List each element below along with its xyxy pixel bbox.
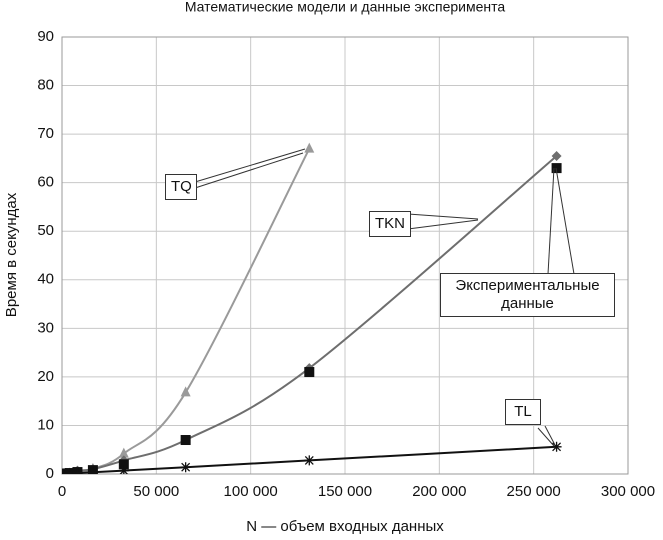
leader-line <box>194 152 304 189</box>
series <box>62 142 562 474</box>
marker <box>118 459 129 470</box>
leader-line <box>407 213 479 220</box>
x-tick-label: 100 000 <box>224 483 278 500</box>
x-tick-label: 150 000 <box>318 483 372 500</box>
x-tick-label: 200 000 <box>412 483 466 500</box>
leader-line <box>537 427 555 447</box>
leader-line <box>544 425 556 446</box>
x-tick-label: 300 000 <box>601 483 655 500</box>
marker <box>72 468 83 474</box>
y-axis-label: Время в секундах <box>3 192 20 317</box>
marker <box>304 455 315 466</box>
marker <box>180 435 191 446</box>
marker <box>551 163 562 174</box>
y-tick-label: 50 <box>37 222 54 239</box>
y-tick-label: 30 <box>37 319 54 336</box>
annotation: TL <box>505 399 541 425</box>
x-tick-label: 0 <box>58 483 66 500</box>
y-tick-label: 10 <box>37 416 54 433</box>
marker <box>551 150 562 161</box>
marker <box>180 386 191 397</box>
leader-line <box>547 167 555 275</box>
marker <box>64 468 75 474</box>
annotation: TQ <box>165 174 197 200</box>
annotation: Экспериментальные данные <box>440 273 615 317</box>
y-tick-label: 40 <box>37 271 54 288</box>
x-axis-label: N — объем входных данных <box>246 518 444 535</box>
marker <box>118 447 129 458</box>
y-tick-label: 20 <box>37 368 54 385</box>
plot-frame <box>61 36 629 475</box>
grid: 0 10 20 30 40 50 60 70 80 90 0 50 000 100 000 150 000… <box>37 28 655 500</box>
x-tick-label: 50 000 <box>133 483 179 500</box>
leader-line <box>407 219 479 230</box>
leader-lines <box>194 148 575 447</box>
chart-title: Математические модели и данные экспериме… <box>185 0 506 15</box>
leader-line <box>194 148 306 183</box>
y-tick-label: 60 <box>37 174 54 191</box>
marker <box>551 441 562 452</box>
marker <box>87 467 98 474</box>
marker <box>180 462 191 473</box>
y-tick-label: 70 <box>37 125 54 142</box>
x-tick-label: 250 000 <box>507 483 561 500</box>
y-tick-label: 90 <box>37 28 54 45</box>
marker <box>304 367 315 378</box>
leader-line <box>555 167 575 275</box>
y-tick-label: 0 <box>46 465 54 482</box>
marker <box>304 142 315 153</box>
annotation: TKN <box>369 211 411 237</box>
marker <box>118 465 129 474</box>
y-tick-label: 80 <box>37 77 54 94</box>
